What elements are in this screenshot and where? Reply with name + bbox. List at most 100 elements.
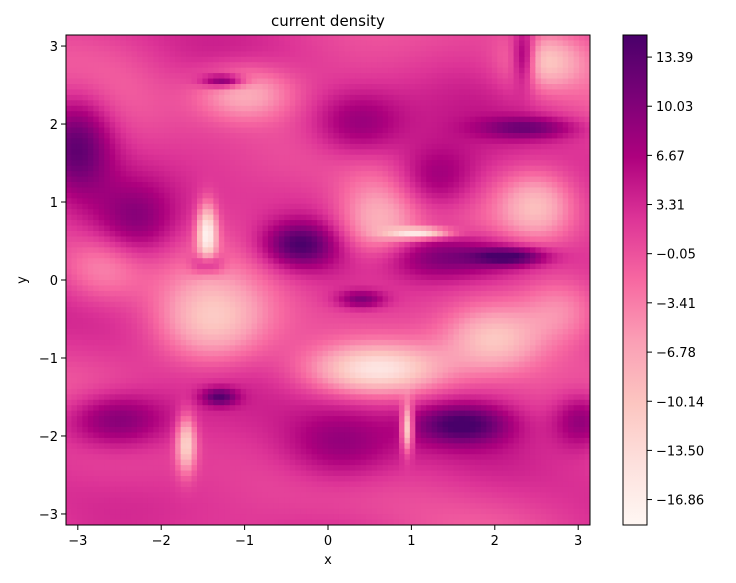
heatmap-cell [540,187,547,194]
heatmap-cell [87,122,94,129]
heatmap-cell [562,73,569,80]
heatmap-cell [257,231,264,238]
heatmap-cell [126,165,133,172]
heatmap-cell [262,301,269,308]
heatmap-cell [519,269,526,276]
heatmap-cell [229,56,236,63]
heatmap-cell [464,84,471,91]
heatmap-cell [218,225,225,232]
heatmap-cell [513,89,520,96]
heatmap-cell [186,312,193,319]
heatmap-cell [448,105,455,112]
heatmap-cell [519,252,526,259]
heatmap-cell [502,192,509,199]
heatmap-cell [93,225,100,232]
heatmap-cell [393,214,400,221]
heatmap-cell [191,236,198,243]
heatmap-cell [317,290,324,297]
heatmap-cell [469,73,476,80]
heatmap-cell [147,111,154,118]
heatmap-cell [180,105,187,112]
heatmap-cell [546,116,553,123]
heatmap-cell [262,258,269,265]
heatmap-cell [158,56,165,63]
heatmap-cell [377,94,384,101]
heatmap-cell [109,209,116,216]
heatmap-cell [562,269,569,276]
heatmap-cell [573,111,580,118]
heatmap-cell [273,122,280,129]
heatmap-cell [426,122,433,129]
heatmap-cell [71,312,78,319]
heatmap-cell [551,40,558,47]
heatmap-cell [142,35,149,42]
heatmap-cell [371,182,378,189]
heatmap-cell [491,62,498,69]
heatmap-cell [431,176,438,183]
heatmap-cell [540,247,547,254]
heatmap-cell [284,35,291,42]
heatmap-cell [431,192,438,199]
heatmap-cell [300,45,307,52]
heatmap-cell [120,133,127,140]
heatmap-cell [224,280,231,287]
heatmap-cell [371,231,378,238]
heatmap-cell [175,247,182,254]
heatmap-cell [453,67,460,74]
heatmap-cell [584,198,590,205]
heatmap-cell [398,67,406,74]
heatmap-cell [153,176,160,183]
heatmap-cell [322,290,329,297]
heatmap-cell [459,198,466,205]
heatmap-cell [338,290,345,297]
heatmap-cell [267,225,275,232]
heatmap-cell [328,62,335,69]
heatmap-cell [328,143,335,150]
heatmap-cell [388,285,395,292]
heatmap-cell [82,133,89,140]
heatmap-cell [251,280,258,287]
heatmap-cell [366,78,373,85]
heatmap-cell [175,154,182,161]
heatmap-cell [262,263,269,270]
heatmap-cell [197,154,204,161]
heatmap-cell [584,220,590,227]
heatmap-cell [207,160,214,167]
heatmap-cell [126,45,133,52]
heatmap-cell [115,176,122,183]
heatmap-cell [519,100,526,107]
heatmap-cell [431,111,438,118]
heatmap-cell [524,143,531,150]
heatmap-cell [213,100,220,107]
heatmap-cell [267,252,275,259]
heatmap-cell [311,138,318,145]
heatmap-cell [311,160,318,167]
heatmap-cell [426,285,433,292]
heatmap-cell [98,165,105,172]
heatmap-cell [360,220,367,227]
heatmap-cell [317,143,324,150]
heatmap-cell [360,154,367,161]
heatmap-cell [338,94,345,101]
heatmap-cell [251,165,258,172]
heatmap-cell [109,252,116,259]
heatmap-cell [557,62,564,69]
heatmap-cell [207,143,214,150]
heatmap-cell [93,51,100,58]
heatmap-cell [366,192,373,199]
heatmap-cell [371,214,378,221]
heatmap-cell [393,67,400,74]
heatmap-cell [262,100,269,107]
heatmap-cell [131,176,138,183]
heatmap-cell [169,154,176,161]
heatmap-cell [311,214,318,221]
heatmap-cell [251,263,258,270]
heatmap-cell [273,138,280,145]
heatmap-cell [437,94,444,101]
heatmap-cell [546,269,553,276]
heatmap-cell [388,133,395,140]
heatmap-cell [240,35,247,42]
heatmap-cell [388,209,395,216]
heatmap-cell [502,165,509,172]
heatmap-cell [562,89,569,96]
